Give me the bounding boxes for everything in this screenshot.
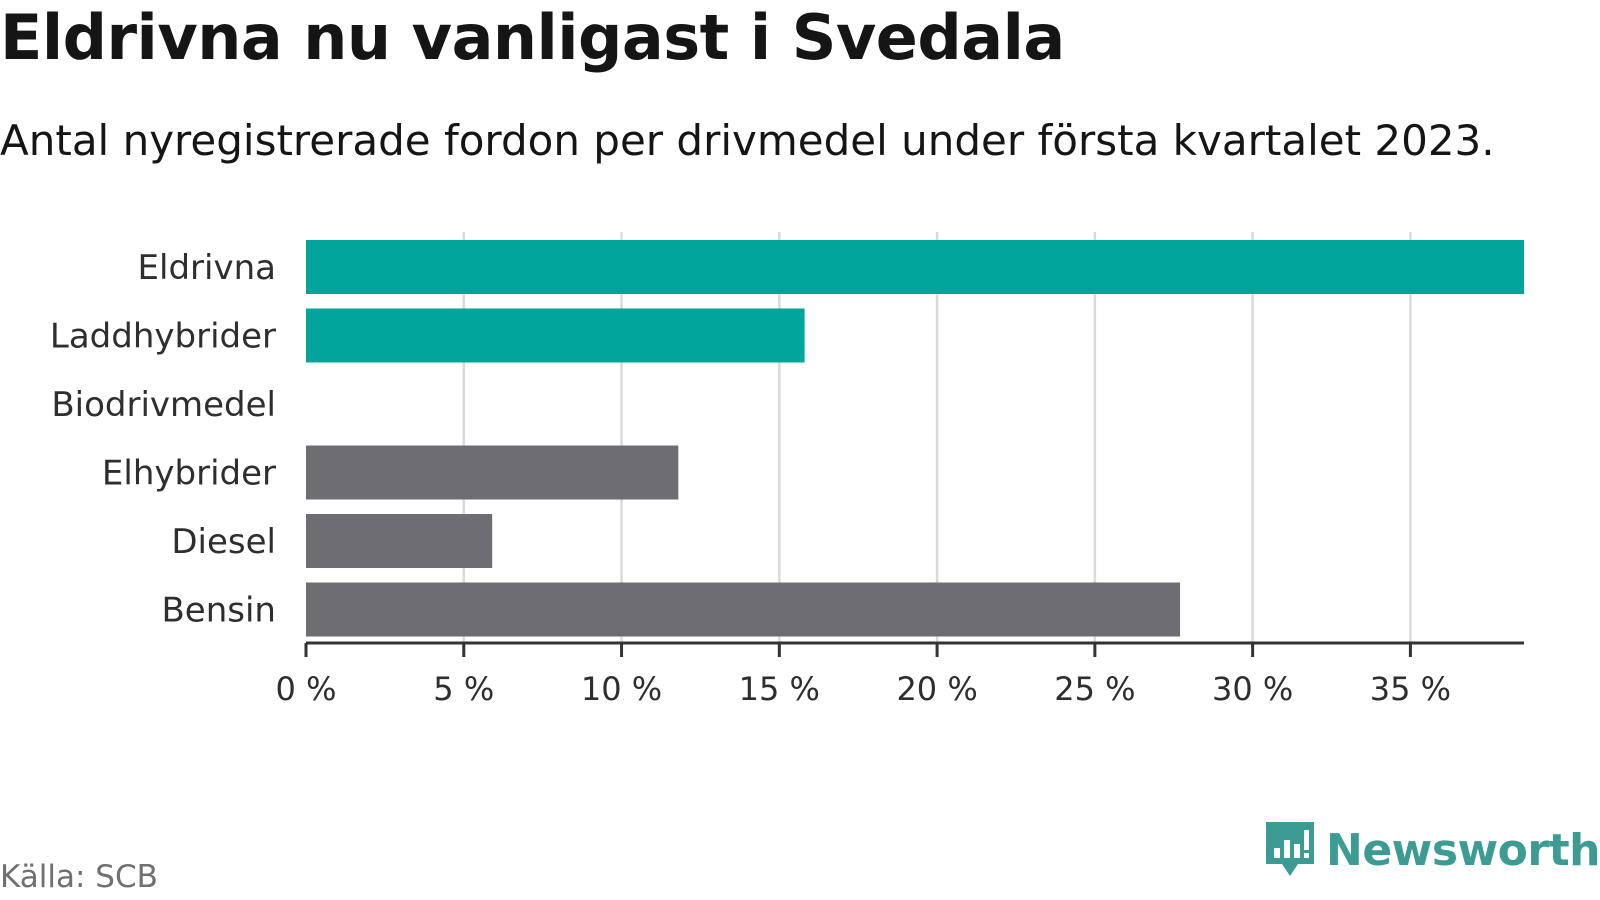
gridlines xyxy=(462,232,1412,643)
x-tick-label: 10 % xyxy=(581,670,662,708)
brand: Newsworthy xyxy=(1262,818,1600,882)
x-tick-label: 0 % xyxy=(276,670,337,708)
x-axis: 0 % 5 % 10 % 15 % 20 % 25 % 30 % 35 % xyxy=(276,641,1524,708)
category-label: Elhybrider xyxy=(102,454,276,494)
bar xyxy=(306,582,1181,637)
chart-subtitle: Antal nyregistrerade fordon per drivmede… xyxy=(0,116,1495,165)
brand-name: Newsworthy xyxy=(1326,824,1600,876)
x-tick-label: 15 % xyxy=(739,670,820,708)
x-tick-label: 5 % xyxy=(433,670,494,708)
x-tick-label: 20 % xyxy=(896,670,977,708)
x-tick-label: 30 % xyxy=(1212,670,1293,708)
category-label: Laddhybrider xyxy=(50,317,276,357)
chart-title: Eldrivna nu vanligast i Svedala xyxy=(0,1,1065,74)
category-label: Bensin xyxy=(161,591,276,631)
bar xyxy=(306,445,679,500)
x-tick-label: 35 % xyxy=(1370,670,1451,708)
category-label: Diesel xyxy=(171,522,276,562)
category-label: Eldrivna xyxy=(138,248,276,288)
source-note: Källa: SCB xyxy=(0,859,158,895)
bar xyxy=(306,240,1524,294)
bar xyxy=(306,514,493,568)
category-labels: Eldrivna Laddhybrider Biodrivmedel Elhybrid… xyxy=(50,248,276,631)
category-label: Biodrivmedel xyxy=(51,385,276,425)
bars xyxy=(306,240,1524,637)
bar xyxy=(306,308,805,363)
x-tick-label: 25 % xyxy=(1054,670,1135,708)
bar-chart-speech-bubble-icon xyxy=(1266,822,1314,876)
